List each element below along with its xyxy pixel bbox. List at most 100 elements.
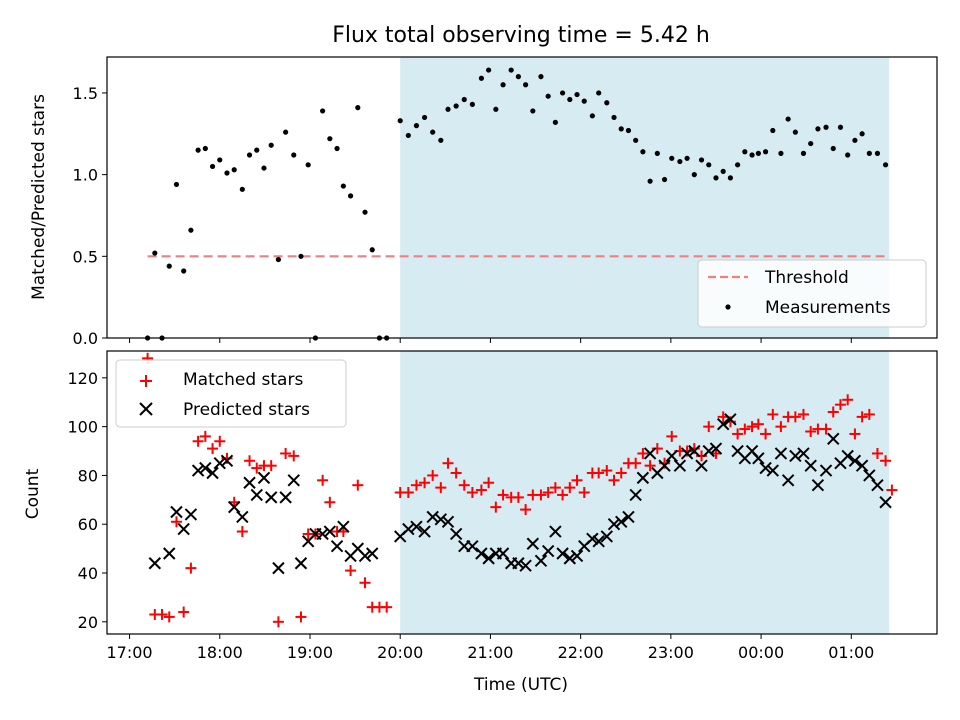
measurement-point [785, 116, 791, 122]
measurement-point [830, 145, 836, 152]
measurement-point [684, 155, 690, 161]
predicted-star-point [441, 515, 455, 528]
predicted-star-point [629, 488, 642, 502]
measurement-point [567, 96, 573, 103]
count-marks [142, 352, 898, 628]
measurement-point [866, 150, 872, 156]
measurement-point [800, 150, 807, 156]
matched-star-point [156, 608, 168, 620]
matched-star-point [490, 501, 502, 513]
predicted-star-point [811, 478, 825, 492]
measurement-point [355, 105, 361, 111]
measurement-point [661, 176, 668, 183]
matched-star-point [295, 611, 307, 623]
y-tick-label: 20 [78, 613, 98, 632]
matched-star-point [886, 484, 898, 496]
predicted-star-point [665, 449, 678, 463]
matched-star-point [834, 399, 846, 411]
matched-star-point [163, 611, 175, 623]
measurement-point [823, 124, 829, 130]
predicted-star-point [695, 459, 708, 472]
predicted-star-point [848, 454, 862, 467]
measurement-point [275, 256, 282, 263]
measurement-point [677, 158, 683, 165]
measurement-point [445, 106, 451, 112]
matched-star-point [466, 487, 478, 498]
matched-star-point [272, 616, 284, 628]
ratio-x-ticks [129, 338, 852, 343]
matched-star-point [352, 479, 364, 491]
measurement-point [618, 126, 624, 132]
measurement-point [515, 74, 521, 80]
predicted-star-point [337, 520, 350, 533]
matched-star-point [805, 426, 817, 438]
count-y-axis-label: Count [23, 468, 43, 519]
predicted-star-point [534, 554, 548, 568]
predicted-star-point [475, 547, 488, 560]
predicted-star-point [827, 432, 840, 446]
legend-matched-swatch [140, 375, 152, 387]
x-tick-label: 21:00 [467, 643, 513, 662]
measurement-point [559, 90, 566, 96]
measurement-point [654, 150, 660, 156]
legend-matched-label: Matched stars [183, 370, 303, 390]
matched-star-point [666, 430, 678, 442]
measurement-point [239, 186, 245, 192]
predicted-star-point [766, 464, 780, 477]
matched-star-point [767, 408, 779, 420]
predicted-star-point [519, 559, 532, 572]
matched-star-point [288, 450, 300, 462]
ratio-panel: 0.0 0.5 1.0 1.5 Flux total observing time =… [29, 23, 938, 348]
y-tick-label: 80 [78, 466, 98, 485]
count-legend: Matched stars Predicted stars [115, 359, 347, 428]
measurement-point [478, 75, 485, 81]
measurement-point [188, 227, 194, 233]
matched-star-point [442, 457, 454, 469]
legend-predicted-label: Predicted stars [183, 400, 310, 420]
matched-star-point [775, 421, 787, 433]
y-tick-label: 60 [78, 515, 98, 534]
x-tick-label: 23:00 [648, 643, 694, 662]
predicted-star-point [781, 474, 795, 487]
measurement-point [691, 172, 697, 178]
predicted-star-point [199, 461, 212, 475]
matched-star-point [760, 428, 772, 440]
measurement-point [231, 167, 237, 173]
matched-star-point [419, 477, 431, 489]
measurement-point [461, 96, 467, 103]
predicted-star-point [410, 520, 423, 533]
predicted-star-point [279, 491, 292, 504]
legend-measurements-swatch [725, 304, 731, 310]
matched-star-point [827, 406, 839, 418]
count-x-ticks: 17:00 18:00 19:00 20:00 21:00 22:00 23:00 00:00… [106, 634, 874, 662]
predicted-star-point [600, 530, 614, 543]
predicted-star-point [879, 496, 892, 509]
matched-star-point [732, 428, 744, 440]
matched-star-point [280, 447, 292, 459]
predicted-star-point [163, 547, 176, 560]
predicted-star-point [556, 547, 569, 560]
predicted-star-point [148, 557, 162, 570]
predicted-star-point [563, 552, 577, 565]
matched-star-point [381, 601, 393, 613]
predicted-star-point [716, 417, 730, 431]
predicted-star-point [774, 447, 788, 460]
matched-star-point [427, 469, 439, 481]
matched-star-point [871, 447, 883, 459]
measurement-point [181, 268, 187, 274]
measurement-point [469, 101, 475, 107]
measurement-point [742, 149, 748, 155]
measurement-point [405, 132, 411, 139]
matched-star-point [739, 423, 751, 435]
count-x-axis-label: Time (UTC) [473, 675, 568, 695]
x-tick-label: 01:00 [828, 643, 874, 662]
predicted-star-point [622, 510, 635, 524]
predicted-star-point [680, 447, 694, 460]
measurement-point [397, 118, 403, 124]
predicted-star-point [797, 447, 810, 460]
measurement-point [713, 175, 719, 181]
predicted-star-point [615, 515, 628, 528]
measurement-point [508, 67, 514, 73]
measurement-point [574, 91, 580, 98]
